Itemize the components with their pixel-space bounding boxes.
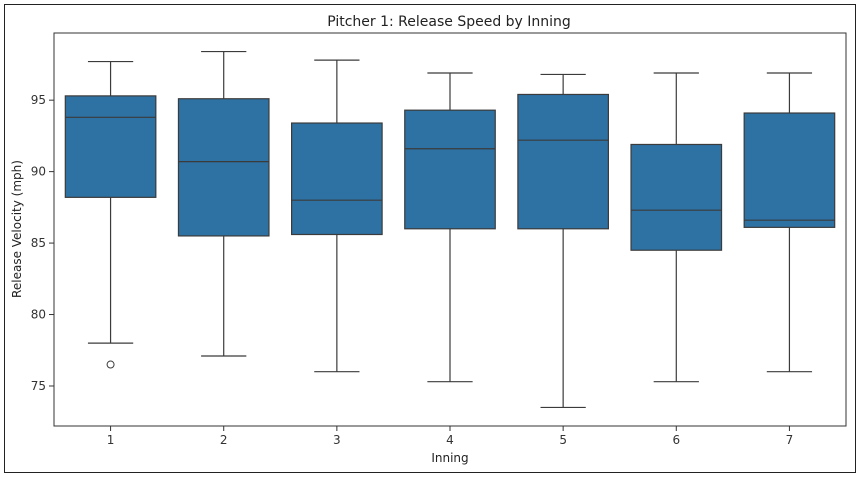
x-tick-label: 1 <box>107 433 115 447</box>
box-group-inning-6 <box>630 72 723 383</box>
iqr-box <box>64 95 157 198</box>
iqr-box <box>404 109 496 230</box>
x-tick-label: 6 <box>672 433 680 447</box>
iqr-box <box>743 112 836 228</box>
iqr-box <box>291 122 383 236</box>
x-tick-label: 5 <box>559 433 567 447</box>
box-group-inning-4 <box>404 72 496 383</box>
y-axis-label: Release Velocity (mph) <box>10 160 24 298</box>
iqr-box <box>177 98 270 237</box>
box-group-inning-2 <box>177 50 270 357</box>
iqr-box <box>517 93 610 230</box>
x-axis: 1 2 3 4 5 6 7 <box>107 426 793 447</box>
chart-title: Pitcher 1: Release Speed by Inning <box>327 14 571 30</box>
x-tick-label: 7 <box>786 433 794 447</box>
iqr-box <box>630 143 723 251</box>
y-axis: 75 80 85 90 95 <box>31 93 54 393</box>
y-tick-label: 75 <box>31 379 46 393</box>
y-tick-label: 80 <box>31 308 46 322</box>
x-axis-label: Inning <box>431 451 468 465</box>
x-tick-label: 3 <box>333 433 341 447</box>
x-tick-label: 4 <box>446 433 454 447</box>
x-tick-label: 2 <box>220 433 228 447</box>
box-group-inning-7 <box>743 72 836 373</box>
box-group-inning-3 <box>291 59 383 373</box>
y-tick-label: 90 <box>31 165 46 179</box>
y-tick-label: 95 <box>31 93 46 107</box>
box-group-inning-1 <box>64 60 157 369</box>
y-tick-label: 85 <box>31 236 46 250</box>
outlier-point <box>106 360 115 369</box>
box-group-inning-5 <box>517 73 610 409</box>
boxes-layer <box>64 50 836 409</box>
